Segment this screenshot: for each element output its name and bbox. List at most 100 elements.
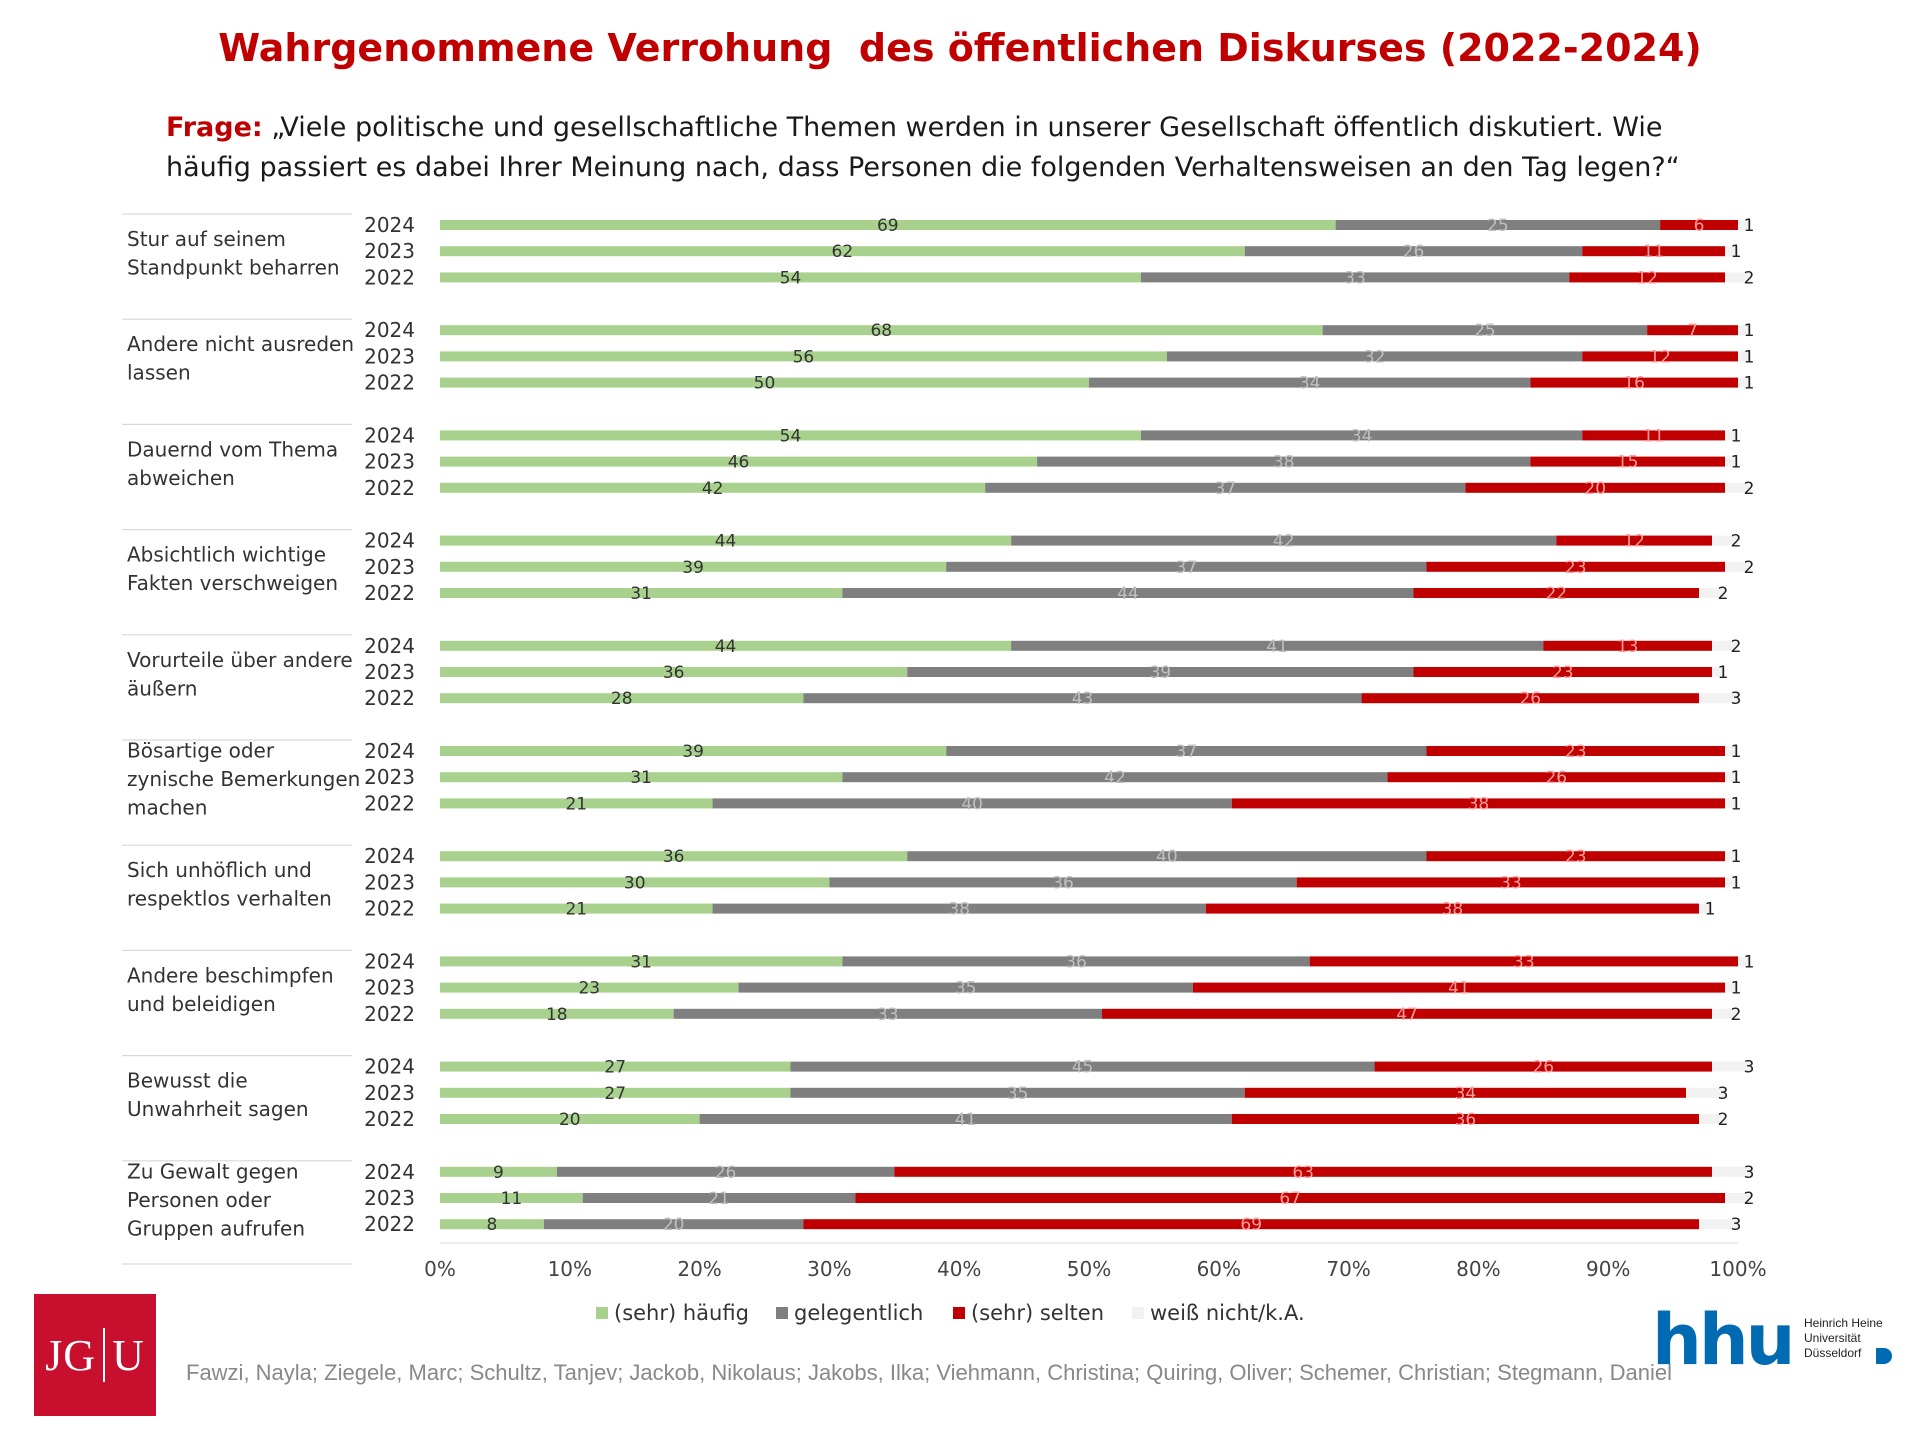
bar-value-label: 33	[877, 1005, 899, 1025]
bar-segment	[1322, 325, 1648, 336]
bar-value-label: 23	[1565, 558, 1587, 578]
bar-value-label: 41	[1266, 637, 1288, 657]
bar-segment	[1725, 272, 1751, 283]
bar-value-label: 40	[1156, 847, 1178, 867]
x-tick-label: 80%	[1456, 1257, 1500, 1281]
bar-value-label: 36	[663, 847, 685, 867]
category-label: Personen oder	[127, 1188, 272, 1212]
bar-segment	[1244, 1087, 1687, 1098]
bar-segment	[1335, 220, 1661, 230]
bar-segment	[712, 798, 1232, 809]
bar-value-label: 38	[1442, 900, 1464, 920]
bar-segment	[440, 588, 843, 598]
bar-value-label: 39	[682, 558, 704, 578]
bar-segment	[1140, 430, 1583, 441]
category-label: Dauernd vom Thema	[127, 437, 338, 461]
category-label: Unwahrheit sagen	[127, 1097, 309, 1121]
bar-segment	[1738, 220, 1751, 230]
hhu-logo: hhu Heinrich Heine Universität Düsseldor…	[1614, 1300, 1910, 1380]
bar-segment	[440, 535, 1012, 546]
bar-segment	[440, 272, 1141, 283]
bar-value-label: 23	[1565, 847, 1587, 867]
bar-segment	[440, 982, 739, 993]
bar-value-label: 33	[1500, 873, 1522, 893]
year-label: 2022	[364, 1212, 415, 1236]
bar-segment	[1725, 246, 1738, 257]
bar-segment	[985, 482, 1466, 493]
jgu-logo-text-right: U	[112, 1330, 145, 1380]
bar-segment	[1166, 351, 1583, 362]
bar-segment	[790, 1087, 1245, 1098]
category-label: Vorurteile über andere	[127, 648, 353, 672]
bar-value-label: 36	[1455, 1110, 1477, 1130]
bar-segment	[440, 220, 1336, 230]
bar-value-label: 46	[728, 453, 750, 473]
bar-segment	[1244, 246, 1583, 257]
bar-segment	[855, 1193, 1726, 1203]
x-tick-label: 40%	[937, 1257, 981, 1281]
legend-swatch	[596, 1307, 608, 1319]
bar-value-label: 1	[1731, 426, 1742, 446]
bar-segment	[440, 903, 713, 914]
bar-segment	[440, 1219, 544, 1230]
bar-segment	[440, 325, 1323, 336]
bar-value-label: 1	[1731, 242, 1742, 262]
bar-value-label: 1	[1744, 347, 1755, 367]
bar-segment	[1205, 903, 1700, 914]
bar-value-label: 25	[1487, 216, 1509, 236]
year-label: 2023	[364, 765, 415, 789]
bar-value-label: 26	[1519, 689, 1541, 709]
author-credits: Fawzi, Nayla; Ziegele, Marc; Schultz, Ta…	[186, 1360, 1673, 1385]
jgu-logo: JG U	[34, 1294, 156, 1416]
bar-value-label: 12	[1636, 268, 1658, 288]
bar-value-label: 43	[1072, 689, 1094, 709]
bar-segment	[1738, 956, 1751, 967]
bar-segment	[1725, 982, 1738, 993]
bar-value-label: 1	[1744, 952, 1755, 972]
bar-value-label: 44	[1117, 584, 1139, 604]
bar-value-label: 3	[1731, 1215, 1742, 1235]
bar-value-label: 1	[1731, 873, 1742, 893]
bar-value-label: 50	[754, 374, 776, 394]
category-label: Sich unhöflich und	[127, 858, 312, 882]
bar-value-label: 36	[1065, 952, 1087, 972]
bar-segment	[1530, 456, 1726, 467]
category-label: Stur auf seinem	[127, 227, 286, 251]
bar-value-label: 20	[559, 1110, 581, 1130]
year-label: 2023	[364, 660, 415, 684]
bar-value-label: 31	[630, 768, 652, 788]
bar-value-label: 26	[715, 1163, 737, 1183]
bar-segment	[1582, 246, 1726, 257]
bar-value-label: 37	[1176, 558, 1198, 578]
bar-value-label: 1	[1731, 768, 1742, 788]
year-label: 2023	[364, 976, 415, 1000]
bar-value-label: 26	[1545, 768, 1567, 788]
bar-value-label: 15	[1617, 453, 1639, 473]
bar-segment	[842, 772, 1388, 783]
bar-value-label: 33	[1513, 952, 1535, 972]
x-tick-label: 60%	[1197, 1257, 1241, 1281]
year-label: 2023	[364, 239, 415, 263]
bar-value-label: 23	[1552, 663, 1574, 683]
bar-value-label: 41	[1448, 979, 1470, 999]
bar-value-label: 42	[1104, 768, 1126, 788]
bar-segment	[1556, 535, 1713, 546]
bar-segment	[1426, 746, 1726, 756]
bar-value-label: 68	[870, 321, 892, 341]
bar-segment	[440, 798, 713, 809]
bar-value-label: 38	[1273, 453, 1295, 473]
bar-value-label: 44	[715, 637, 737, 657]
question-line-2: häufig passiert es dabei Ihrer Meinung n…	[166, 152, 1680, 183]
bar-value-label: 13	[1617, 637, 1639, 657]
year-label: 2024	[364, 213, 415, 237]
bar-segment	[440, 640, 1012, 651]
bar-segment	[1296, 877, 1726, 888]
bar-value-label: 32	[1364, 347, 1386, 367]
bar-value-label: 12	[1623, 532, 1645, 552]
bar-value-label: 7	[1687, 321, 1698, 341]
bar-value-label: 1	[1731, 453, 1742, 473]
bar-segment	[1699, 588, 1726, 598]
bar-segment	[1582, 351, 1738, 362]
legend-label: (sehr) selten	[971, 1301, 1104, 1325]
bar-segment	[440, 377, 1089, 388]
